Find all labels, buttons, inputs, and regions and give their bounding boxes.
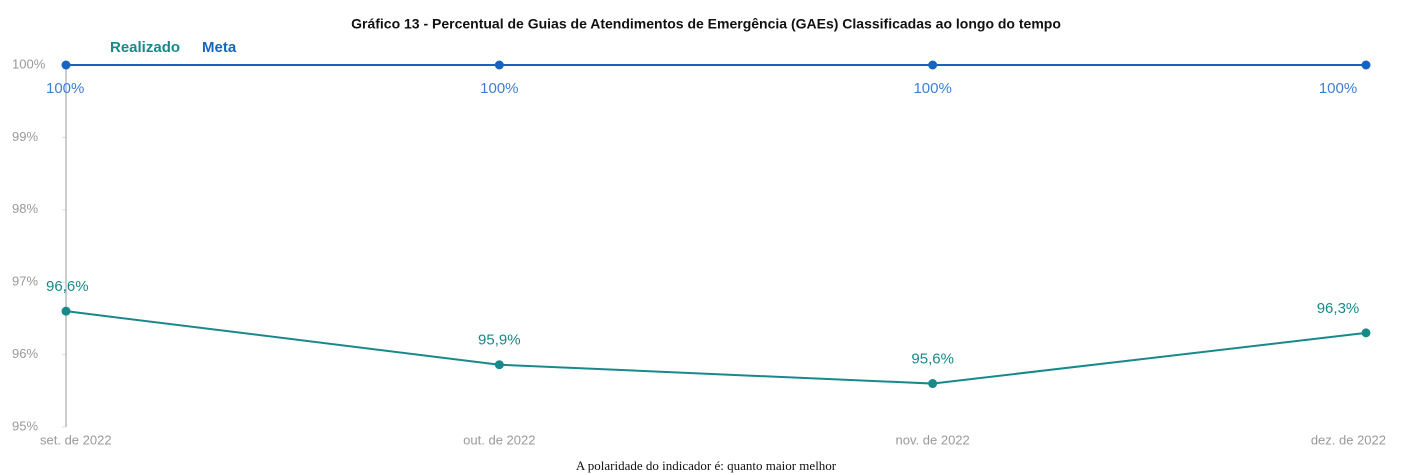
y-tick-label: 96% — [12, 346, 38, 361]
point — [928, 60, 938, 70]
data-label: 95,6% — [911, 351, 954, 368]
y-tick-label: 95% — [12, 418, 38, 433]
y-tick-label: 100% — [12, 56, 46, 71]
point — [61, 60, 71, 70]
point — [61, 306, 71, 316]
x-tick-label: dez. de 2022 — [1311, 432, 1386, 447]
data-label: 96,6% — [46, 278, 89, 295]
data-label: 100% — [913, 80, 951, 97]
legend-item: Meta — [202, 39, 237, 56]
data-label: 100% — [1319, 80, 1357, 97]
legend-item: Realizado — [110, 39, 180, 56]
point — [494, 360, 504, 370]
line — [65, 310, 1367, 385]
point — [1361, 328, 1371, 338]
point — [928, 379, 938, 389]
point — [1361, 60, 1371, 70]
x-tick-label: set. de 2022 — [40, 432, 112, 447]
y-tick-label: 98% — [12, 201, 38, 216]
x-tick-label: out. de 2022 — [463, 432, 535, 447]
y-tick-label: 97% — [12, 274, 38, 289]
data-label: 100% — [480, 80, 518, 97]
data-label: 95,9% — [478, 332, 521, 349]
x-tick-label: nov. de 2022 — [896, 432, 970, 447]
data-label: 96,3% — [1317, 300, 1360, 317]
footer-note: A polaridade do indicador é: quanto maio… — [576, 458, 837, 473]
y-tick-label: 99% — [12, 129, 38, 144]
data-label: 100% — [46, 80, 84, 97]
point — [494, 60, 504, 70]
chart-title: Gráfico 13 - Percentual de Guias de Aten… — [351, 16, 1061, 32]
